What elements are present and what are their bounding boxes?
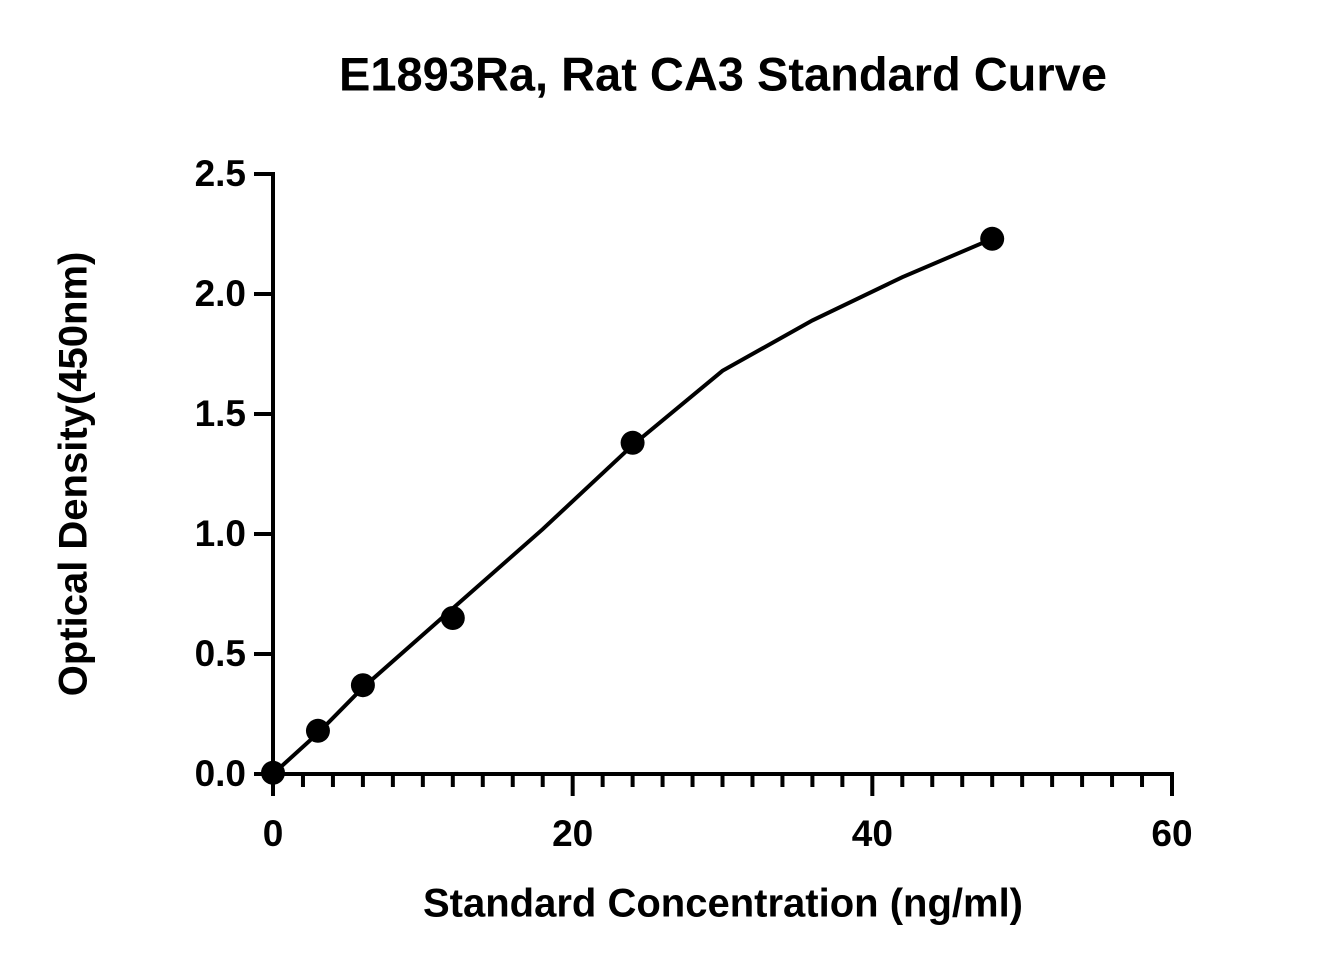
data-point <box>305 718 330 743</box>
y-tick-label: 2.5 <box>195 153 246 194</box>
x-tick-label: 0 <box>263 813 284 854</box>
y-tick-label: 2.0 <box>195 273 246 314</box>
y-tick-label: 1.5 <box>195 393 246 434</box>
data-point <box>440 606 465 630</box>
y-tick-label: 0.5 <box>195 633 246 674</box>
x-tick-label: 60 <box>1151 813 1192 854</box>
data-point <box>620 430 645 455</box>
y-tick-label: 0.0 <box>195 753 246 794</box>
data-point <box>261 760 285 785</box>
fit-curve <box>271 236 993 776</box>
y-tick-label: 1.0 <box>195 513 246 554</box>
x-tick-label: 20 <box>552 813 593 854</box>
data-point <box>980 226 1005 251</box>
y-axis-label: Optical Density(450nm) <box>52 252 96 697</box>
x-axis-label: Standard Concentration (ng/ml) <box>423 882 1023 926</box>
x-tick-label: 40 <box>852 813 893 854</box>
chart-title: E1893Ra, Rat CA3 Standard Curve <box>339 47 1107 100</box>
data-point <box>350 673 375 698</box>
